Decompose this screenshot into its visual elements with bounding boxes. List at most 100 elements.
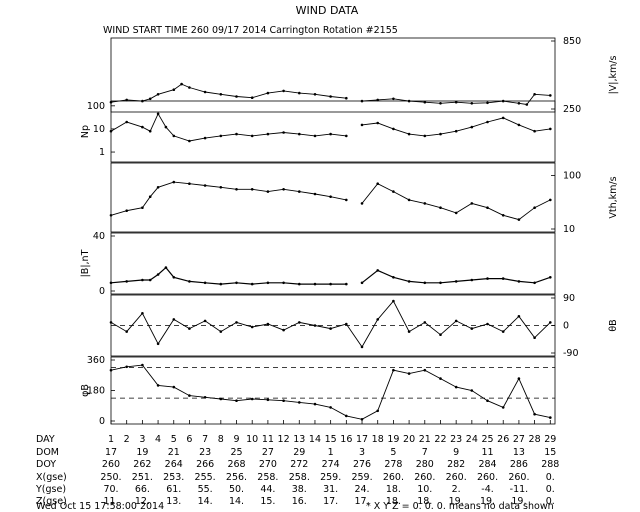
data-point	[266, 281, 270, 285]
row-value: 24	[466, 434, 478, 445]
data-point	[282, 399, 285, 403]
row-value: -11.	[510, 484, 529, 495]
data-point	[454, 129, 458, 133]
row-value: 31.	[323, 484, 338, 495]
row-value: 17	[105, 447, 117, 458]
axis-label: |B|,nT	[80, 249, 91, 277]
panel-frame	[110, 356, 556, 425]
data-point	[172, 134, 176, 138]
data-point	[360, 345, 364, 349]
data-point	[282, 131, 285, 134]
data-point	[517, 123, 521, 127]
ytick-label: 0	[99, 416, 105, 427]
data-point	[172, 385, 176, 389]
row-value: 18.	[386, 496, 401, 507]
row-value: 14	[309, 434, 321, 445]
row-value: 270	[259, 459, 277, 470]
data-point	[266, 322, 270, 326]
row-value: 276	[353, 459, 371, 470]
data-point	[345, 282, 348, 286]
data-point	[407, 280, 411, 283]
data-point	[329, 327, 332, 330]
data-point	[250, 282, 254, 286]
data-point	[298, 132, 301, 136]
data-point	[125, 280, 128, 283]
data-point	[203, 184, 207, 187]
row-label: X(gse)	[36, 472, 67, 483]
ytick-label: -90	[563, 348, 579, 359]
row-value: 21	[419, 434, 431, 445]
data-point	[525, 103, 529, 106]
row-value: 12.	[135, 496, 150, 507]
data-point	[345, 134, 348, 138]
data-point	[235, 132, 238, 136]
data-point	[423, 281, 427, 285]
data-point	[533, 412, 536, 416]
row-value: 19	[387, 434, 399, 445]
row-value: 2	[124, 434, 130, 445]
row-value: 0.	[546, 472, 555, 483]
row-value: 11	[262, 434, 274, 445]
data-point	[172, 180, 176, 184]
data-point	[360, 202, 364, 205]
data-point	[517, 377, 521, 380]
chart-panels: 850 250 |V|,km/s 100 10 1 Np 100 10 Vth,km/s 40 0 |B…	[80, 36, 619, 427]
data-point	[298, 91, 301, 95]
ytick-label: 250	[563, 104, 581, 115]
data-point	[454, 211, 458, 215]
series-line-field-latitude	[110, 300, 551, 348]
footer-timestamp: Wed Oct 15 17:58:00 2014	[36, 501, 164, 512]
row-value: 260.	[477, 472, 498, 483]
ytick-label: 180	[87, 386, 105, 397]
row-value: 19.	[449, 496, 464, 507]
data-point	[360, 418, 364, 421]
data-point	[219, 93, 223, 96]
data-point	[376, 409, 380, 413]
data-point	[407, 330, 411, 333]
row-value: 25	[481, 434, 493, 445]
row-value: 11	[481, 447, 493, 458]
data-point	[470, 327, 474, 330]
row-value: 18.	[386, 484, 401, 495]
data-point	[392, 127, 395, 131]
data-point	[141, 278, 144, 282]
data-point	[141, 206, 144, 209]
data-point	[470, 125, 474, 129]
data-point	[486, 277, 489, 280]
data-point	[164, 125, 168, 129]
row-value: 2.	[452, 484, 461, 495]
data-point	[392, 97, 395, 101]
row-value: 280	[416, 459, 434, 470]
data-point	[501, 277, 505, 280]
data-point	[345, 322, 348, 326]
data-point	[188, 394, 191, 397]
data-point	[549, 416, 552, 419]
axis-label: θB	[608, 319, 619, 331]
data-point	[141, 312, 144, 315]
data-point	[156, 273, 160, 276]
panel-frame	[110, 37, 556, 113]
data-point	[407, 198, 411, 202]
data-point	[392, 276, 395, 279]
data-point	[298, 190, 301, 193]
row-value: 9	[233, 434, 239, 445]
data-point	[345, 96, 348, 100]
data-point	[329, 195, 332, 198]
row-value: 268	[227, 459, 245, 470]
row-value: 16.	[292, 496, 307, 507]
row-value: 0.	[546, 496, 555, 507]
data-point	[549, 276, 552, 279]
ytick-label: 90	[563, 293, 575, 304]
data-point	[148, 278, 152, 282]
data-point	[313, 93, 317, 96]
panel-field-longitude: 360 180 0 φB	[80, 355, 556, 427]
row-value: 7	[422, 447, 428, 458]
data-point	[282, 328, 285, 332]
ytick-label: 0	[563, 321, 569, 332]
series-line-speed	[110, 83, 551, 105]
row-value: 258.	[289, 472, 310, 483]
data-point	[392, 190, 395, 193]
row-value: 272	[290, 459, 308, 470]
data-point	[517, 280, 521, 283]
